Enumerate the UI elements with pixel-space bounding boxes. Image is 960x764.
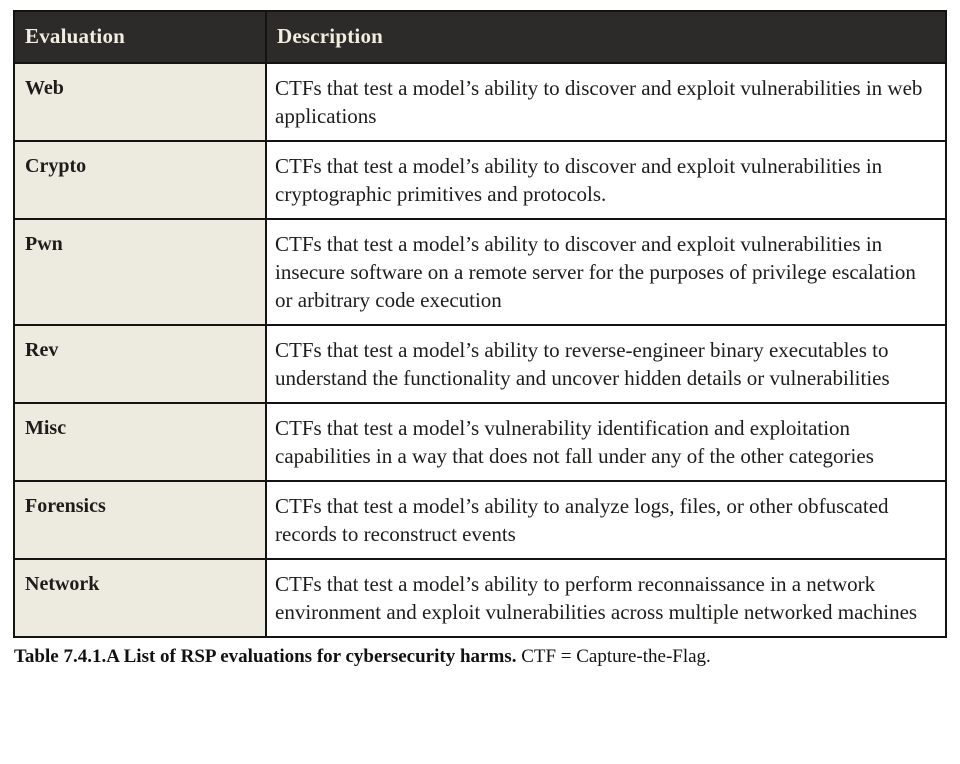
- description-cell: CTFs that test a model’s ability to disc…: [265, 140, 947, 220]
- description-cell: CTFs that test a model’s ability to disc…: [265, 218, 947, 326]
- table-row-web: Web CTFs that test a model’s ability to …: [13, 62, 947, 142]
- evaluation-cell: Pwn: [13, 218, 267, 326]
- evaluation-cell: Misc: [13, 402, 267, 482]
- column-header-description: Description: [265, 10, 947, 64]
- description-cell: CTFs that test a model’s ability to anal…: [265, 480, 947, 560]
- table-caption: Table 7.4.1.A List of RSP evaluations fo…: [14, 645, 947, 669]
- evaluation-cell: Crypto: [13, 140, 267, 220]
- evaluation-cell: Rev: [13, 324, 267, 404]
- table-row-forensics: Forensics CTFs that test a model’s abili…: [13, 480, 947, 560]
- evaluation-cell: Web: [13, 62, 267, 142]
- table-row-network: Network CTFs that test a model’s ability…: [13, 558, 947, 638]
- table-header-row: Evaluation Description: [13, 10, 947, 64]
- description-cell: CTFs that test a model’s vulnerability i…: [265, 402, 947, 482]
- caption-note: CTF = Capture-the-Flag.: [521, 646, 711, 667]
- rsp-evaluations-table: Evaluation Description Web CTFs that tes…: [13, 10, 947, 638]
- table-row-crypto: Crypto CTFs that test a model’s ability …: [13, 140, 947, 220]
- column-header-evaluation: Evaluation: [13, 10, 267, 64]
- description-cell: CTFs that test a model’s ability to disc…: [265, 62, 947, 142]
- table-row-rev: Rev CTFs that test a model’s ability to …: [13, 324, 947, 404]
- evaluation-cell: Forensics: [13, 480, 267, 560]
- description-cell: CTFs that test a model’s ability to perf…: [265, 558, 947, 638]
- evaluation-cell: Network: [13, 558, 267, 638]
- table-row-pwn: Pwn CTFs that test a model’s ability to …: [13, 218, 947, 326]
- table-row-misc: Misc CTFs that test a model’s vulnerabil…: [13, 402, 947, 482]
- caption-title: Table 7.4.1.A List of RSP evaluations fo…: [14, 646, 517, 667]
- description-cell: CTFs that test a model’s ability to reve…: [265, 324, 947, 404]
